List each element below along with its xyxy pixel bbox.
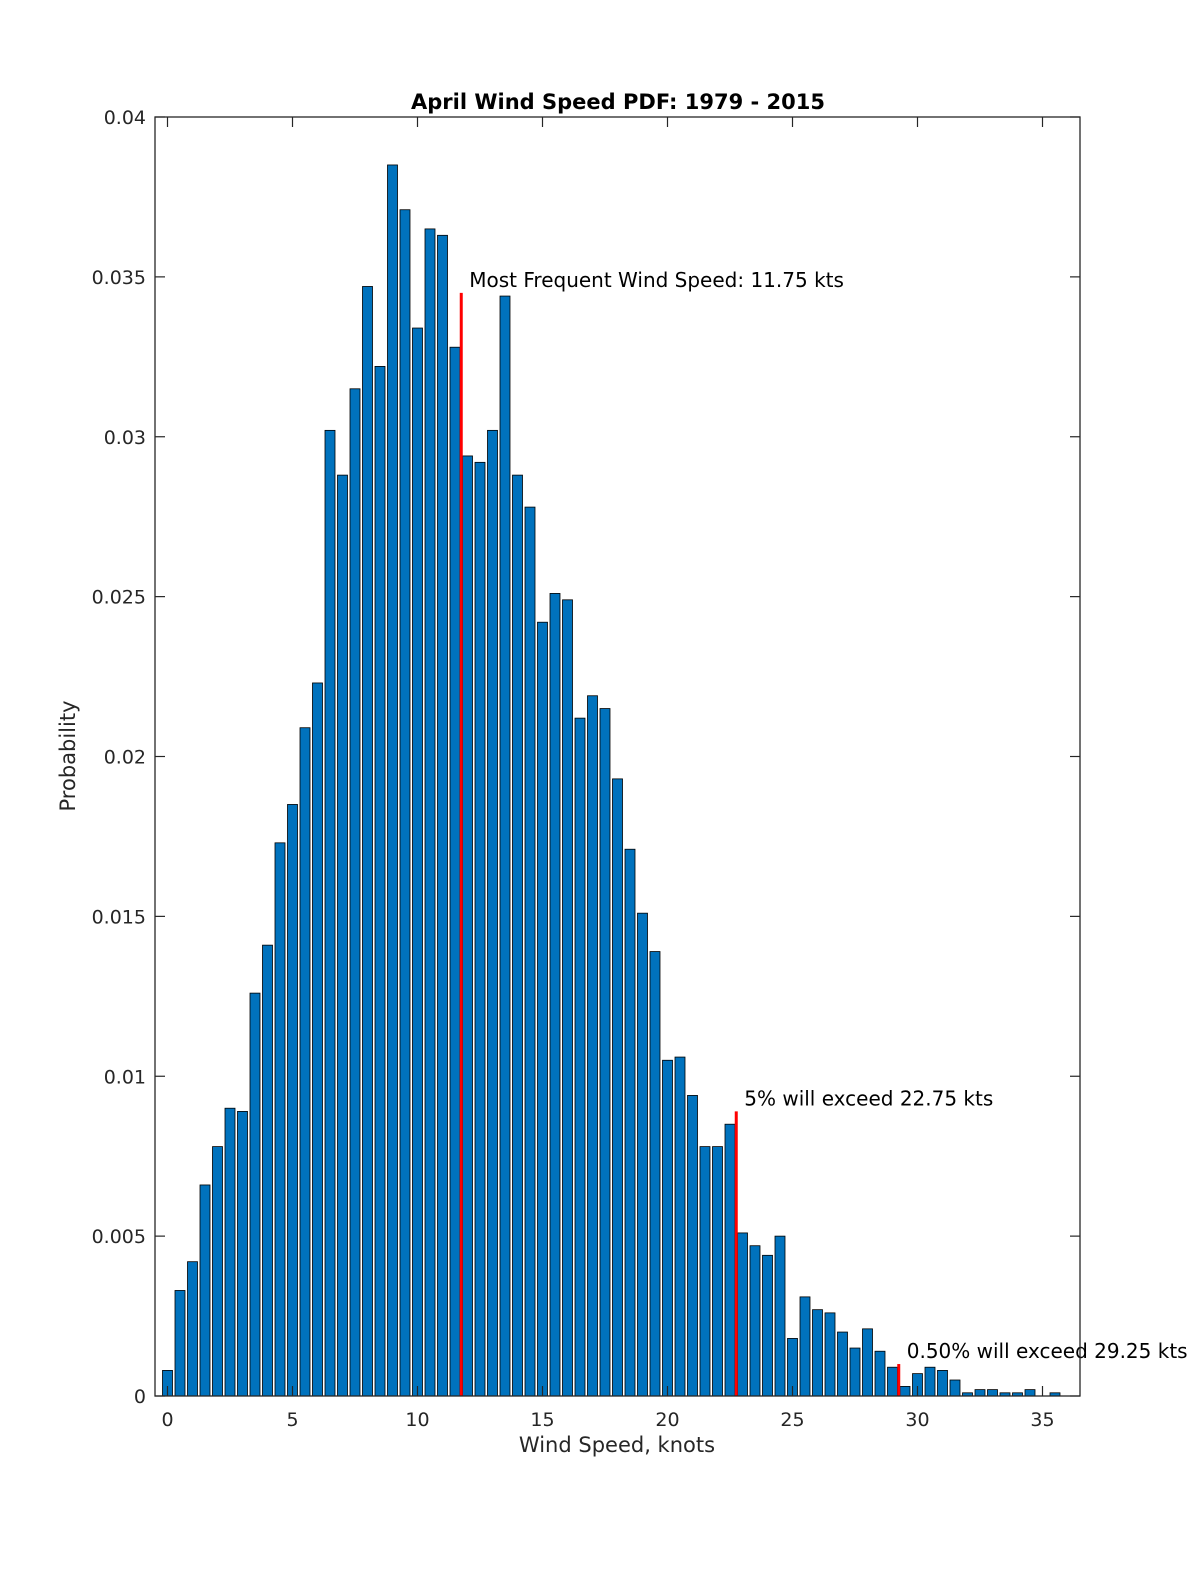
y-tick-label: 0.02: [104, 747, 146, 769]
bar: [649, 951, 661, 1397]
bar: [749, 1245, 761, 1397]
bar: [674, 1056, 686, 1397]
bar: [1024, 1389, 1036, 1397]
bar: [862, 1328, 873, 1397]
bar: [537, 621, 548, 1397]
bar: [574, 717, 586, 1397]
bar: [799, 1296, 811, 1397]
marker-annotation: 0.50% will exceed 29.25 kts: [907, 1339, 1188, 1363]
x-tick-label: 20: [655, 1409, 679, 1431]
bar: [837, 1331, 848, 1397]
bar: [599, 708, 611, 1397]
bar: [524, 506, 536, 1397]
bar: [399, 209, 411, 1397]
y-axis-label: Probability: [56, 700, 80, 811]
bar: [824, 1312, 836, 1397]
bar: [612, 778, 623, 1397]
bar: [224, 1107, 236, 1397]
marker-lines: Most Frequent Wind Speed: 11.75 kts 5% wi…: [459, 268, 1188, 1396]
y-tick-label: 0: [134, 1386, 146, 1408]
bar: [662, 1059, 673, 1397]
bar: [274, 842, 286, 1397]
bar: [474, 461, 486, 1397]
bar: [637, 912, 648, 1397]
chart-title: April Wind Speed PDF: 1979 - 2015: [411, 90, 825, 114]
bar: [924, 1366, 936, 1397]
y-tick-label: 0.04: [104, 107, 146, 129]
marker-annotation: 5% will exceed 22.75 kts: [744, 1086, 993, 1110]
x-tick-label: 0: [161, 1409, 173, 1431]
bar: [737, 1232, 748, 1397]
bar: [187, 1261, 198, 1397]
bar: [899, 1386, 911, 1397]
bar: [549, 593, 561, 1397]
bar: [774, 1235, 786, 1397]
bar: [937, 1370, 948, 1397]
bar: [874, 1350, 886, 1397]
bar: [987, 1389, 998, 1397]
bar: [437, 234, 448, 1397]
bar: [449, 346, 461, 1397]
bar: [812, 1309, 823, 1397]
bar: [562, 599, 573, 1397]
plot-frame: [154, 116, 1081, 1397]
bar: [724, 1123, 736, 1397]
y-tick-label: 0.005: [92, 1226, 146, 1248]
bar: [487, 429, 498, 1397]
axis-ticks: 0 5 10 15 20 25 30 35 0 0.005 0.01 0.015 0.02 0.025 0.…: [92, 107, 1080, 1431]
bar: [512, 474, 523, 1397]
bar: [687, 1095, 698, 1397]
x-tick-label: 5: [286, 1409, 298, 1431]
bar: [887, 1366, 898, 1397]
y-tick-label: 0.035: [92, 267, 146, 289]
x-axis-label: Wind Speed, knots: [519, 1433, 715, 1457]
x-tick-label: 35: [1030, 1409, 1054, 1431]
bar: [387, 164, 398, 1397]
bar: [587, 695, 598, 1397]
y-tick-label: 0.025: [92, 587, 146, 609]
bar: [762, 1254, 773, 1397]
bar: [174, 1290, 186, 1397]
bar: [249, 992, 261, 1397]
bar: [312, 682, 323, 1397]
x-tick-label: 25: [780, 1409, 804, 1431]
bar: [499, 295, 511, 1397]
bar: [287, 804, 298, 1397]
bar: [424, 228, 436, 1397]
bar: [237, 1111, 248, 1397]
x-tick-label: 15: [530, 1409, 554, 1431]
bar: [712, 1146, 723, 1397]
bar: [374, 365, 386, 1397]
bar-series: [162, 164, 1061, 1397]
y-tick-label: 0.03: [104, 427, 146, 449]
bar: [949, 1379, 961, 1397]
bar: [199, 1184, 211, 1397]
y-tick-label: 0.01: [104, 1066, 146, 1088]
bar: [262, 944, 273, 1397]
bar: [699, 1146, 711, 1397]
bar: [324, 429, 336, 1397]
bar: [974, 1389, 986, 1397]
marker-annotation: Most Frequent Wind Speed: 11.75 kts: [469, 268, 844, 292]
x-tick-label: 10: [405, 1409, 429, 1431]
bar: [362, 286, 373, 1397]
bar: [624, 848, 636, 1397]
bar: [849, 1347, 861, 1397]
bar: [299, 727, 311, 1397]
bar: [349, 388, 361, 1397]
y-tick-label: 0.015: [92, 906, 146, 928]
bar: [412, 327, 423, 1397]
bar: [337, 474, 348, 1397]
bar: [212, 1146, 223, 1397]
x-tick-label: 30: [905, 1409, 929, 1431]
bar: [462, 455, 473, 1397]
